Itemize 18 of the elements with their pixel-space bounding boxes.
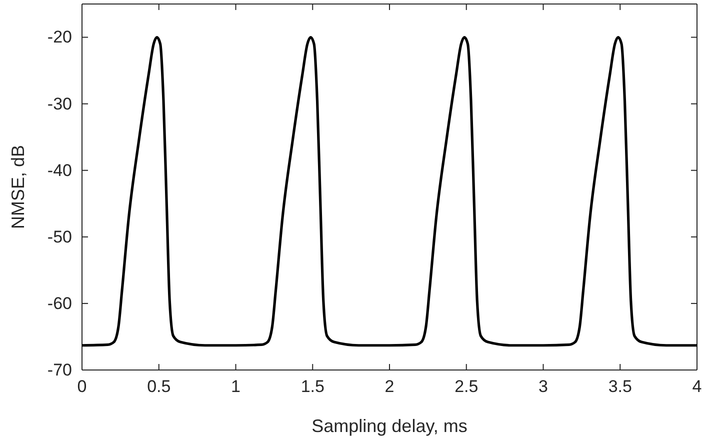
x-tick-label: 3	[538, 377, 548, 396]
x-tick-label: 2.5	[454, 377, 478, 396]
y-tick-label: -70	[47, 360, 72, 380]
x-tick-label: 0.5	[147, 377, 171, 396]
y-tick-label: -40	[47, 160, 72, 180]
x-tick-label: 0	[77, 377, 87, 396]
x-tick-label: 2	[384, 377, 394, 396]
x-tick-label: 1.5	[300, 377, 324, 396]
y-tick-label: -60	[47, 294, 72, 313]
x-axis-title: Sampling delay, ms	[312, 416, 468, 436]
y-tick-label: -50	[47, 227, 72, 246]
y-tick-label: -20	[47, 28, 72, 47]
y-tick-label: -30	[47, 94, 72, 114]
line-series	[80, 36, 698, 347]
x-tick-label: 4	[692, 377, 702, 396]
x-tick-label: 3.5	[608, 377, 632, 396]
y-axis-title: NMSE, dB	[8, 144, 28, 230]
x-tick-label: 1	[231, 377, 240, 396]
